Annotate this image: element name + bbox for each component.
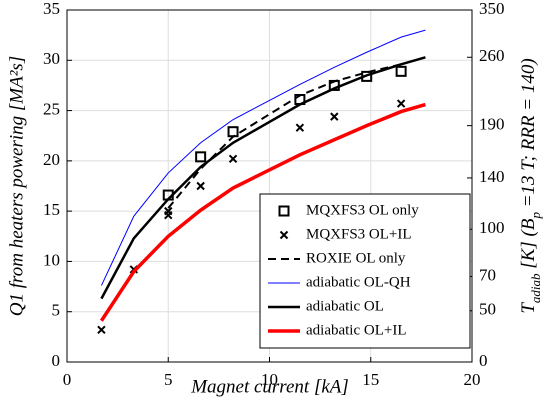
x-tick-label: 15 (362, 370, 379, 389)
x-tick-label: 20 (464, 370, 481, 389)
data-point (295, 123, 305, 132)
y2-label-part: T (518, 302, 539, 314)
y2-axis-label: Tadiab [K] (Bp =13 T; RRR = 140) (518, 58, 543, 313)
legend-label: ROXIE OL only (306, 250, 406, 266)
y-tick-label: 15 (43, 200, 60, 219)
data-point (395, 65, 407, 77)
legend-label: MQXFS3 OL+IL (306, 226, 412, 242)
data-point (195, 151, 207, 163)
data-point (97, 325, 106, 335)
y2-tick-label: 70 (479, 265, 496, 284)
data-point (227, 126, 239, 138)
x-axis-label: Magnet current [kA] (190, 376, 349, 397)
y-tick-label: 20 (43, 150, 60, 169)
x-tick-label: 0 (63, 370, 72, 389)
data-point (196, 181, 205, 191)
y-tick-label: 5 (52, 301, 61, 320)
y2-tick-label: 0 (479, 351, 488, 370)
legend-label: adiabatic OL (306, 298, 384, 314)
data-point (330, 112, 339, 121)
y-tick-label: 35 (43, 0, 60, 18)
y2-tick-label: 50 (479, 300, 496, 319)
y2-label-part: p (528, 212, 543, 220)
y-tick-label: 30 (43, 49, 60, 68)
series-line (100, 56, 426, 300)
y2-label-part: =13 T; RRR = 140) (518, 58, 539, 212)
y-tick-label: 10 (43, 250, 60, 269)
y-tick-label: 0 (52, 351, 61, 370)
plot-frame (66, 9, 473, 363)
y2-label-part: [K] (B (518, 218, 539, 273)
y2-label-part: adiab (528, 273, 543, 303)
y2-tick-label: 100 (479, 218, 505, 237)
y-axis-label: Q1 from heaters powering [MA²s] (6, 56, 27, 316)
series-line (100, 29, 426, 286)
data-point (396, 99, 406, 108)
legend-label: adiabatic OL-QH (306, 274, 411, 290)
legend-label: MQXFS3 OL only (306, 202, 419, 218)
series-line (167, 63, 402, 209)
y2-tick-label: 350 (479, 0, 505, 18)
x-tick-label: 10 (261, 370, 278, 389)
x-tick-label: 5 (164, 370, 173, 389)
series-line (99, 102, 426, 322)
legend-box (259, 193, 471, 349)
legend-swatch (279, 230, 289, 240)
legend-swatch (278, 205, 290, 217)
data-point (228, 154, 238, 164)
data-point (164, 206, 173, 216)
y2-tick-label: 260 (479, 46, 505, 65)
y-tick-label: 25 (43, 99, 60, 118)
y2-tick-label: 190 (479, 115, 505, 134)
legend-label: adiabatic OL+IL (306, 322, 407, 338)
y2-tick-label: 140 (479, 167, 505, 186)
